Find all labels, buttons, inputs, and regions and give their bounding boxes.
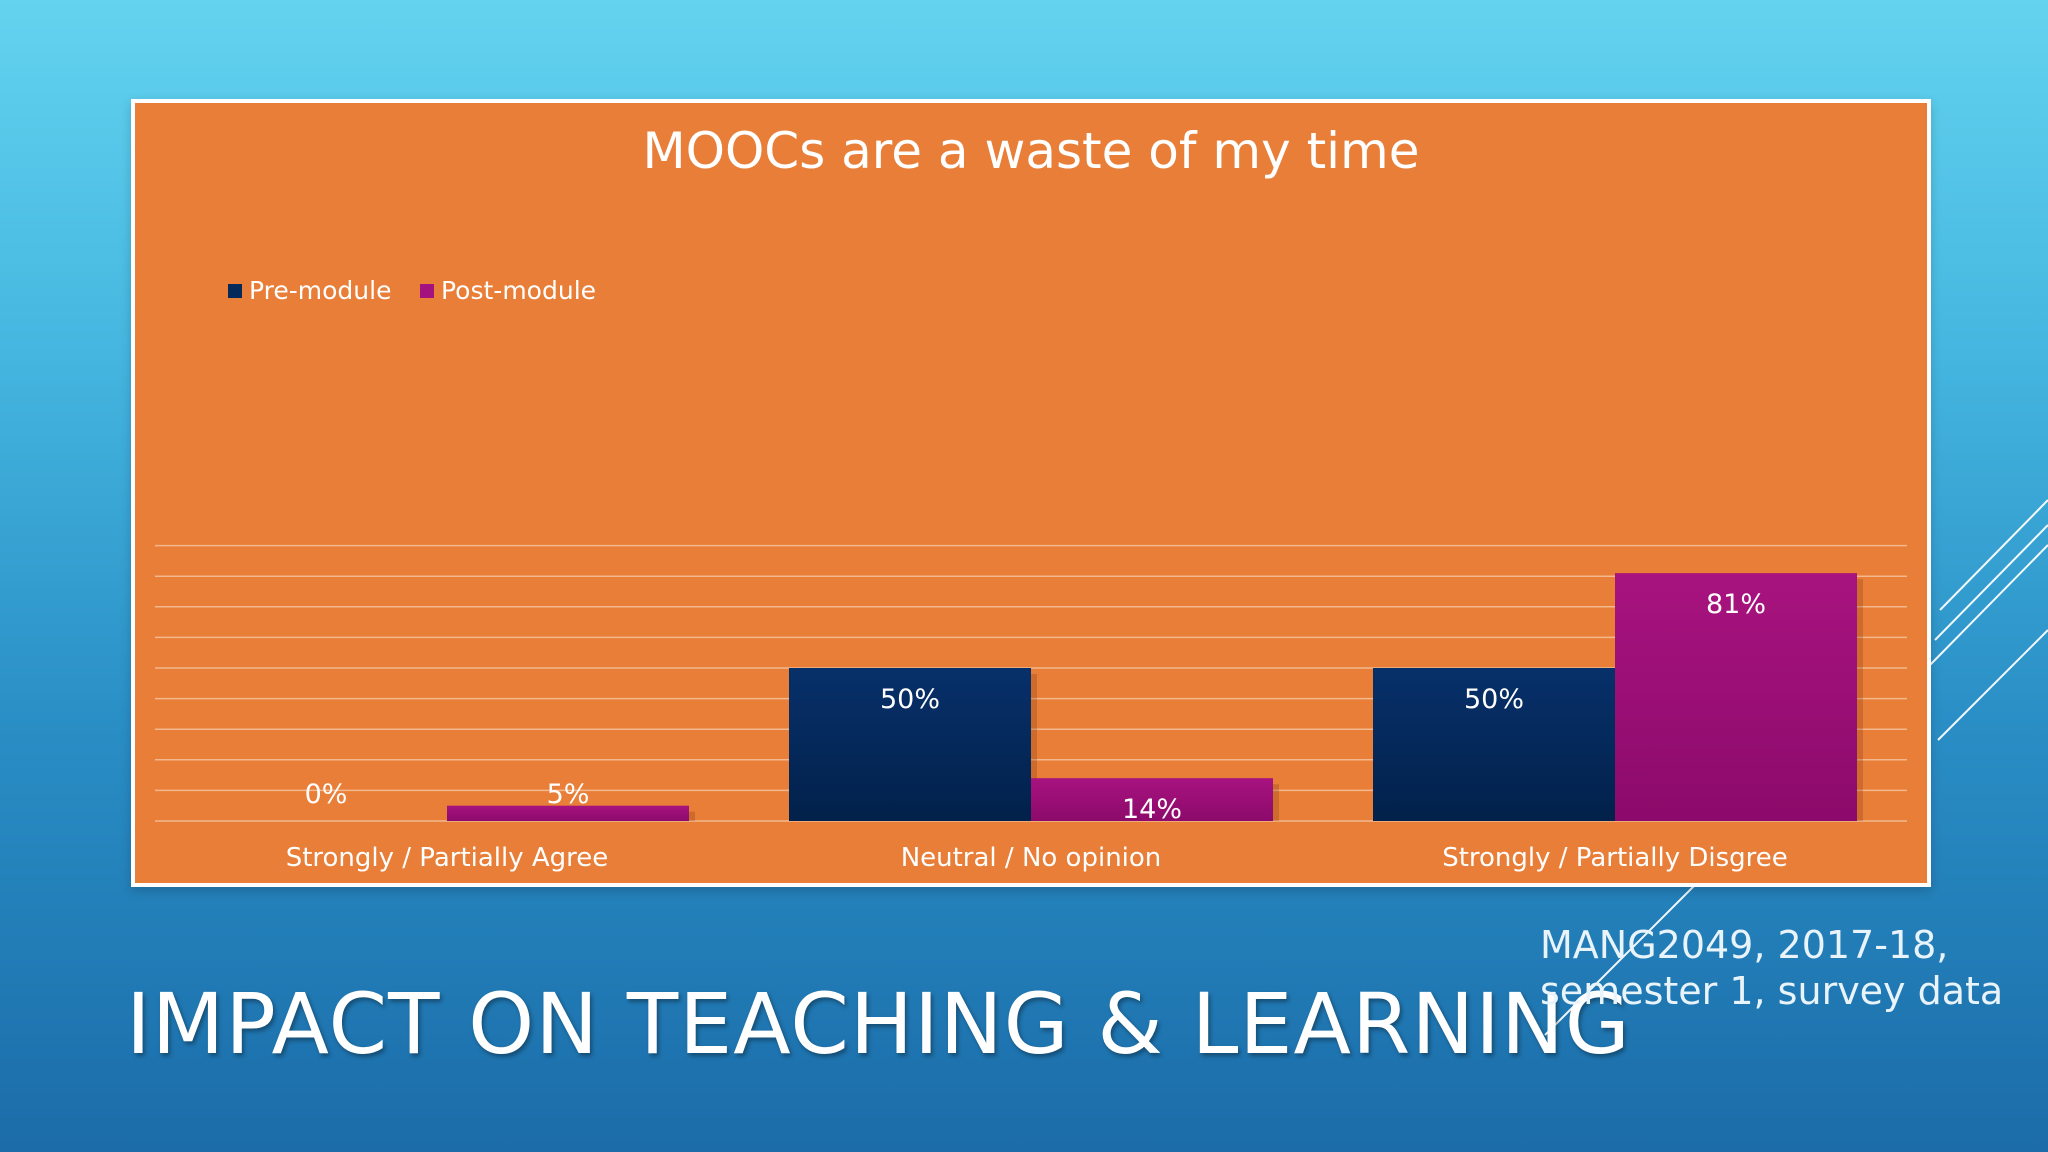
data-label-pre-module-0: 0% <box>305 779 348 810</box>
data-label-post-module-0: 5% <box>547 779 590 810</box>
chart-title: MOOCs are a waste of my time <box>642 122 1419 180</box>
source-line-1: MANG2049, 2017-18, <box>1540 923 1949 967</box>
bar-pre-module-1 <box>789 668 1031 821</box>
category-label-2: Strongly / Partially Disgree <box>1442 843 1788 873</box>
legend-swatch-post-module <box>420 284 434 298</box>
legend-label-post-module: Post-module <box>441 276 596 305</box>
bar-pre-module-2 <box>1373 668 1615 821</box>
legend: Pre-module Post-module <box>228 276 596 305</box>
bar-post-module-1 <box>1031 778 1273 821</box>
source-note: MANG2049, 2017-18, semester 1, survey da… <box>1540 922 2010 1014</box>
bar-post-module-0 <box>447 805 689 821</box>
category-label-1: Neutral / No opinion <box>901 843 1162 873</box>
category-label-0: Strongly / Partially Agree <box>286 843 609 873</box>
legend-label-pre-module: Pre-module <box>249 276 391 305</box>
data-label-post-module-2: 81% <box>1706 589 1766 620</box>
data-label-pre-module-2: 50% <box>1464 684 1524 715</box>
bar-post-module-2 <box>1615 573 1857 821</box>
data-label-post-module-1: 14% <box>1122 794 1182 825</box>
slide-title: IMPACT ON TEACHING & LEARNING <box>126 975 1631 1073</box>
data-label-pre-module-1: 50% <box>880 684 940 715</box>
legend-swatch-pre-module <box>228 284 242 298</box>
source-line-2: semester 1, survey data <box>1540 969 2004 1013</box>
